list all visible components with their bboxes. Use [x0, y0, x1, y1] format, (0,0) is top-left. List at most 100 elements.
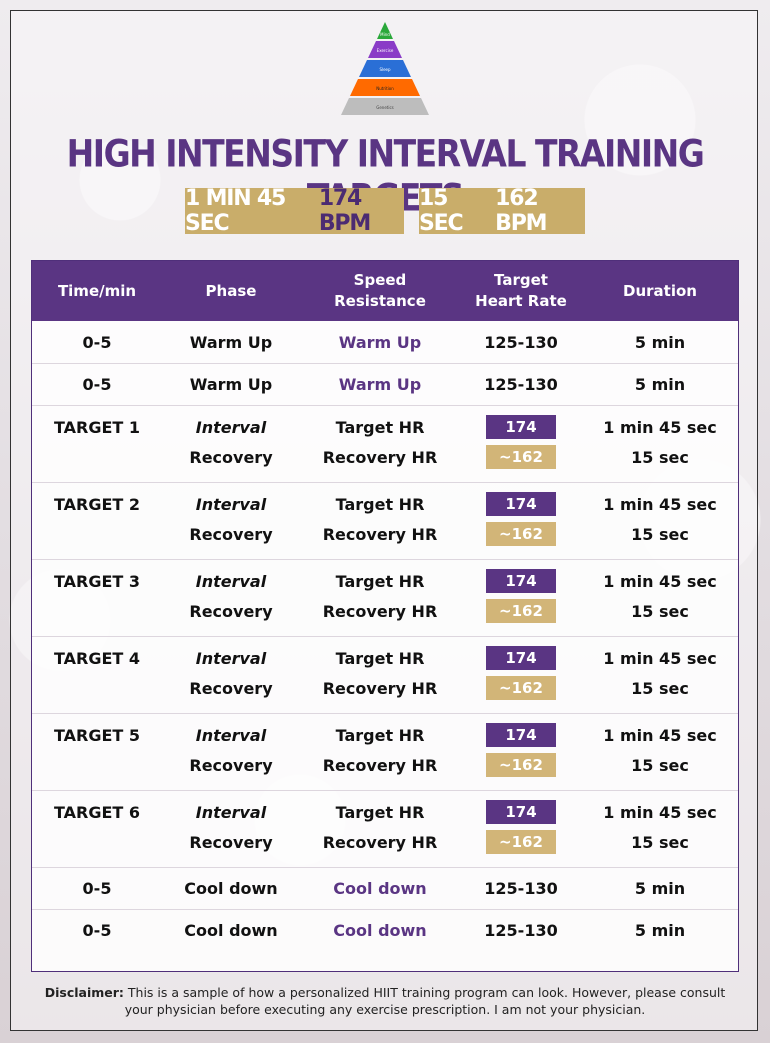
cell-heart-rate: 125-130 — [484, 921, 558, 940]
phase-interval: Interval — [195, 648, 267, 668]
hr-high-badge: 174 — [486, 723, 556, 747]
table-header: Time/min Phase Speed Resistance Target Hea… — [32, 261, 738, 321]
table-body: 0-5 Warm Up Warm Up 125-130 5 min 0-5 Wa… — [32, 321, 738, 951]
duration-interval: 1 min 45 sec — [603, 494, 717, 514]
interval-target-badge: 1 MIN 45 SEC 174 BPM — [185, 186, 404, 236]
cell-heart-rate: 125-130 — [484, 332, 558, 352]
target-row: TARGET 1 Interval Recovery Target HR Rec… — [32, 405, 738, 482]
phase-interval: Interval — [195, 571, 267, 591]
duration-recovery: 15 sec — [631, 678, 689, 698]
pyramid-label-genetics: Genetics — [376, 105, 394, 110]
target-label: TARGET 2 — [53, 494, 141, 514]
cell-heart-rate: 125-130 — [484, 879, 558, 898]
cell-duration: 5 min — [634, 879, 686, 898]
header-target: Target Heart Rate — [460, 261, 582, 321]
pyramid-level-mind — [377, 22, 393, 39]
target-row: TARGET 5 Interval Recovery Target HR Rec… — [32, 713, 738, 790]
target-label: TARGET 3 — [53, 571, 141, 591]
header-phase: Phase — [205, 281, 257, 300]
pyramid-label-mind: Mind — [380, 32, 390, 37]
cell-time: 0-5 — [82, 879, 112, 898]
disclaimer: Disclaimer: This is a sample of how a pe… — [30, 984, 740, 1018]
cell-heart-rate: 125-130 — [484, 375, 558, 394]
cell-phase: Warm Up — [189, 375, 273, 394]
duration-recovery: 15 sec — [631, 832, 689, 852]
speed-recovery-hr: Recovery HR — [322, 524, 438, 544]
cell-speed: Cool down — [333, 879, 427, 898]
header-speed-line2: Resistance — [334, 292, 426, 310]
disclaimer-label: Disclaimer: — [44, 985, 124, 1000]
phase-interval: Interval — [195, 802, 267, 822]
phase-recovery: Recovery — [189, 755, 273, 775]
health-pyramid-logo: Mind Exercise Sleep Nutrition Genetics — [341, 22, 429, 115]
phase-interval: Interval — [195, 494, 267, 514]
header-speed: Speed Resistance — [300, 261, 460, 321]
target-label: TARGET 5 — [53, 725, 141, 745]
hr-high-badge: 174 — [486, 492, 556, 516]
header-speed-line1: Speed — [353, 271, 407, 289]
speed-recovery-hr: Recovery HR — [322, 447, 438, 467]
target-badges: 1 MIN 45 SEC 174 BPM 15 SEC 162 BPM — [0, 186, 770, 236]
recovery-time: 15 SEC — [419, 186, 464, 236]
phase-recovery: Recovery — [189, 832, 273, 852]
speed-target-hr: Target HR — [335, 802, 425, 822]
hr-high-badge: 174 — [486, 569, 556, 593]
phase-recovery: Recovery — [189, 601, 273, 621]
table-row: 0-5 Warm Up Warm Up 125-130 5 min — [32, 321, 738, 363]
interval-time: 1 MIN 45 SEC — [185, 186, 286, 236]
speed-target-hr: Target HR — [335, 648, 425, 668]
target-label: TARGET 1 — [53, 417, 141, 437]
speed-target-hr: Target HR — [335, 494, 425, 514]
speed-recovery-hr: Recovery HR — [322, 678, 438, 698]
cell-duration: 5 min — [634, 332, 686, 352]
hr-low-badge: ~162 — [486, 522, 556, 546]
speed-target-hr: Target HR — [335, 571, 425, 591]
duration-interval: 1 min 45 sec — [603, 571, 717, 591]
pyramid-level-exercise — [368, 41, 402, 58]
cell-time: 0-5 — [82, 921, 112, 940]
speed-target-hr: Target HR — [335, 725, 425, 745]
cell-speed: Cool down — [333, 921, 427, 940]
disclaimer-text: This is a sample of how a personalized H… — [124, 985, 726, 1017]
phase-recovery: Recovery — [189, 678, 273, 698]
phase-recovery: Recovery — [189, 524, 273, 544]
phase-interval: Interval — [195, 417, 267, 437]
cell-phase: Cool down — [184, 921, 278, 940]
target-row: TARGET 4 Interval Recovery Target HR Rec… — [32, 636, 738, 713]
header-duration: Duration — [623, 281, 697, 300]
duration-recovery: 15 sec — [631, 755, 689, 775]
duration-recovery: 15 sec — [631, 601, 689, 621]
duration-recovery: 15 sec — [631, 447, 689, 467]
hr-low-badge: ~162 — [486, 830, 556, 854]
pyramid-level-nutrition — [350, 79, 420, 96]
duration-interval: 1 min 45 sec — [603, 725, 717, 745]
speed-recovery-hr: Recovery HR — [322, 601, 438, 621]
hr-low-badge: ~162 — [486, 599, 556, 623]
hr-high-badge: 174 — [486, 646, 556, 670]
cell-time: 0-5 — [82, 375, 112, 394]
phase-recovery: Recovery — [189, 447, 273, 467]
duration-interval: 1 min 45 sec — [603, 648, 717, 668]
pyramid-level-sleep — [359, 60, 411, 77]
recovery-target-badge: 15 SEC 162 BPM — [419, 186, 585, 236]
hr-high-badge: 174 — [486, 415, 556, 439]
target-row: TARGET 3 Interval Recovery Target HR Rec… — [32, 559, 738, 636]
hr-high-badge: 174 — [486, 800, 556, 824]
hr-low-badge: ~162 — [486, 445, 556, 469]
speed-recovery-hr: Recovery HR — [322, 755, 438, 775]
target-label: TARGET 6 — [53, 802, 141, 822]
speed-target-hr: Target HR — [335, 417, 425, 437]
header-target-line1: Target — [494, 271, 548, 289]
cell-duration: 5 min — [634, 921, 686, 940]
target-row: TARGET 2 Interval Recovery Target HR Rec… — [32, 482, 738, 559]
pyramid-label-exercise: Exercise — [377, 48, 394, 53]
duration-interval: 1 min 45 sec — [603, 417, 717, 437]
table-row: 0-5 Warm Up Warm Up 125-130 5 min — [32, 363, 738, 405]
pyramid-level-genetics — [341, 98, 429, 115]
duration-interval: 1 min 45 sec — [603, 802, 717, 822]
cell-speed: Warm Up — [338, 332, 422, 352]
table-row: 0-5 Cool down Cool down 125-130 5 min — [32, 867, 738, 909]
target-label: TARGET 4 — [53, 648, 141, 668]
duration-recovery: 15 sec — [631, 524, 689, 544]
page-title: HIGH INTENSITY INTERVAL TRAINING TARGETS — [66, 132, 705, 219]
